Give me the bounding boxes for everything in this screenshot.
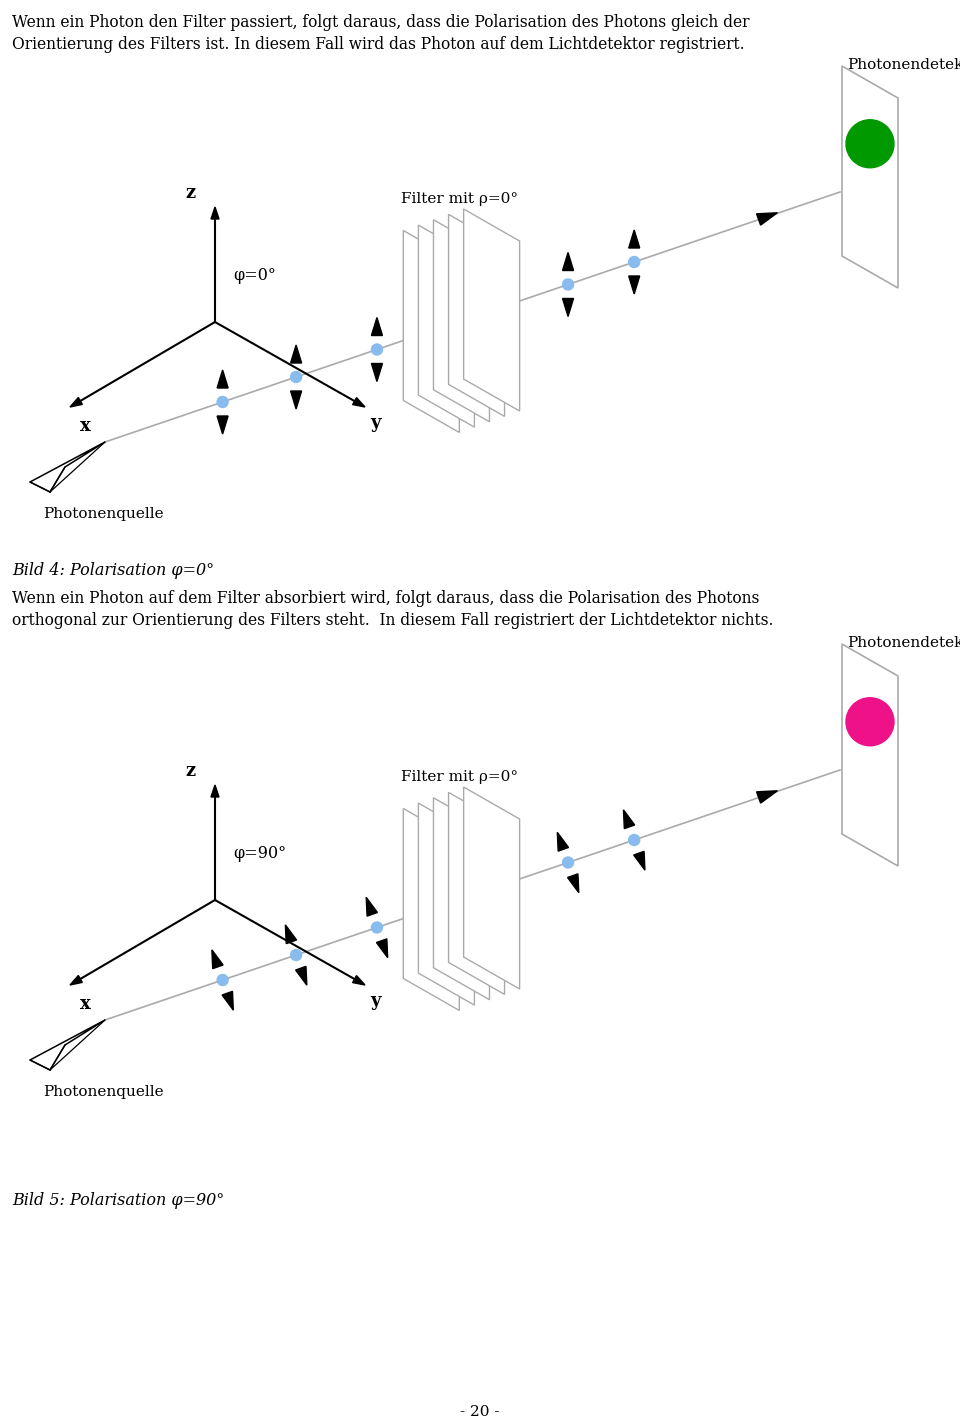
Text: Photonenquelle: Photonenquelle [43, 507, 163, 522]
Polygon shape [372, 318, 382, 335]
Text: Orientierung des Filters ist. In diesem Fall wird das Photon auf dem Lichtdetekt: Orientierung des Filters ist. In diesem … [12, 36, 745, 53]
Text: - 20 -: - 20 - [460, 1405, 500, 1419]
Circle shape [217, 396, 228, 408]
Circle shape [846, 698, 894, 745]
Polygon shape [563, 252, 573, 271]
Polygon shape [291, 390, 301, 409]
Text: z: z [185, 184, 195, 202]
Polygon shape [623, 809, 635, 829]
Polygon shape [629, 276, 639, 294]
Polygon shape [291, 345, 301, 363]
Polygon shape [756, 791, 778, 804]
Text: y: y [370, 992, 380, 1010]
Circle shape [629, 256, 639, 268]
Circle shape [217, 975, 228, 986]
Text: φ=90°: φ=90° [233, 845, 286, 862]
Polygon shape [464, 209, 519, 410]
Polygon shape [376, 939, 388, 958]
Polygon shape [403, 808, 459, 1010]
Text: x: x [80, 418, 91, 435]
Text: x: x [80, 995, 91, 1013]
Text: Wenn ein Photon auf dem Filter absorbiert wird, folgt daraus, dass die Polarisat: Wenn ein Photon auf dem Filter absorbier… [12, 590, 759, 607]
Text: Photonendetektor: Photonendetektor [847, 58, 960, 73]
Polygon shape [756, 212, 778, 225]
Polygon shape [842, 66, 898, 288]
Text: φ=0°: φ=0° [233, 266, 276, 284]
Polygon shape [629, 229, 639, 248]
Polygon shape [563, 298, 573, 316]
Polygon shape [70, 398, 83, 408]
Polygon shape [285, 925, 297, 943]
Text: Photonenquelle: Photonenquelle [43, 1084, 163, 1099]
Text: Filter mit ρ=0°: Filter mit ρ=0° [401, 770, 518, 784]
Polygon shape [403, 231, 459, 432]
Text: Filter mit ρ=0°: Filter mit ρ=0° [401, 192, 518, 205]
Circle shape [291, 372, 301, 382]
Polygon shape [558, 832, 568, 851]
Polygon shape [217, 416, 228, 435]
Polygon shape [419, 225, 474, 428]
Circle shape [629, 835, 639, 845]
Polygon shape [634, 851, 645, 871]
Polygon shape [212, 950, 223, 969]
Polygon shape [70, 976, 83, 985]
Text: y: y [370, 415, 380, 432]
Polygon shape [352, 976, 365, 985]
Text: z: z [185, 762, 195, 779]
Text: Wenn ein Photon den Filter passiert, folgt daraus, dass die Polarisation des Pho: Wenn ein Photon den Filter passiert, fol… [12, 14, 750, 31]
Circle shape [563, 856, 573, 868]
Polygon shape [448, 792, 505, 995]
Polygon shape [842, 644, 898, 866]
Text: Photonendetektor: Photonendetektor [847, 636, 960, 650]
Polygon shape [464, 787, 519, 989]
Circle shape [372, 922, 382, 933]
Text: orthogonal zur Orientierung des Filters steht.  In diesem Fall registriert der L: orthogonal zur Orientierung des Filters … [12, 611, 774, 628]
Polygon shape [296, 966, 307, 985]
Polygon shape [372, 363, 382, 382]
Polygon shape [217, 370, 228, 388]
Polygon shape [211, 785, 219, 797]
Circle shape [563, 279, 573, 291]
Polygon shape [434, 219, 490, 422]
Polygon shape [222, 992, 233, 1010]
Polygon shape [448, 214, 505, 416]
Polygon shape [419, 804, 474, 1005]
Text: Bild 5: Polarisation φ=90°: Bild 5: Polarisation φ=90° [12, 1191, 225, 1208]
Polygon shape [434, 798, 490, 1000]
Polygon shape [567, 874, 579, 892]
Polygon shape [352, 398, 365, 408]
Text: Bild 4: Polarisation φ=0°: Bild 4: Polarisation φ=0° [12, 561, 214, 579]
Circle shape [846, 120, 894, 168]
Circle shape [291, 949, 301, 960]
Polygon shape [211, 207, 219, 219]
Circle shape [372, 343, 382, 355]
Polygon shape [366, 898, 377, 916]
